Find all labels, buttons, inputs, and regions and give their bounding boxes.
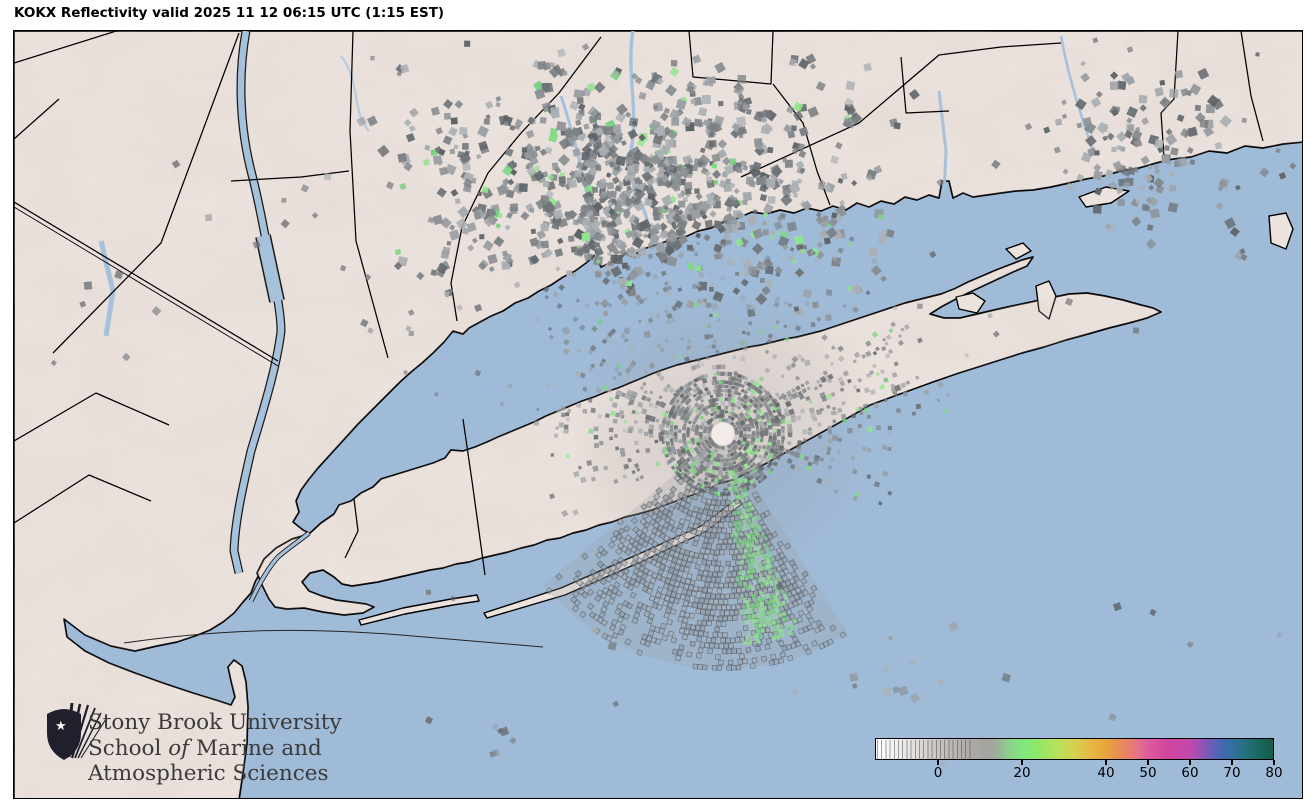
colorbar-tick-label: 70 <box>1223 765 1241 781</box>
radar-site-circle <box>711 422 735 446</box>
block-island <box>1268 212 1294 250</box>
radar-map <box>13 30 1303 799</box>
colorbar-tick-mark <box>1273 760 1275 765</box>
page-title: KOKX Reflectivity valid 2025 11 12 06:15… <box>14 5 445 21</box>
jones-beach-barrier <box>358 594 480 626</box>
reflectivity-colorbar: 0 20 40 50 60 70 80 <box>875 738 1283 784</box>
base-map-svg <box>14 31 1302 798</box>
maritime-boundary-line <box>123 629 544 648</box>
logo-graphics: ★ <box>47 702 107 760</box>
hudson-river <box>230 31 285 574</box>
east-river <box>249 531 310 602</box>
fishers-island <box>1078 186 1130 208</box>
colorbar-tick-mark <box>1147 760 1149 765</box>
stony-brook-logo: ★ Stony Brook University School of Marin… <box>40 702 370 798</box>
colorbar-tick-label: 80 <box>1265 765 1283 781</box>
county-borders <box>14 31 1264 576</box>
colorbar-tick-mark <box>1231 760 1233 765</box>
colorbar-tick-mark <box>1189 760 1191 765</box>
colorbar-tick-mark <box>937 760 939 765</box>
colorbar-tick-label: 60 <box>1181 765 1199 781</box>
logo-line-1: Stony Brook University <box>88 710 342 735</box>
colorbar-tick-mark <box>1105 760 1107 765</box>
colorbar-tick-mark <box>1021 760 1023 765</box>
colorbar-tick-label: 0 <box>933 765 943 781</box>
logo-line-2: School of Marine and <box>88 735 322 761</box>
radar-returns <box>50 37 1297 768</box>
stream-nw <box>340 55 370 132</box>
shield-icon: ★ <box>47 702 107 760</box>
colorbar-tick-label: 40 <box>1097 765 1115 781</box>
svg-text:★: ★ <box>55 719 67 734</box>
colorbar-tick-label: 20 <box>1013 765 1031 781</box>
logo-line-3: Atmospheric Sciences <box>88 761 329 786</box>
logo-text: Stony Brook University School of Marine … <box>88 710 342 787</box>
plum-island <box>1005 242 1032 260</box>
colorbar-tick-label: 50 <box>1139 765 1157 781</box>
shelter-island <box>955 292 986 314</box>
colorbar-gradient <box>875 738 1274 760</box>
colorbar-discrete-bins <box>877 740 973 760</box>
